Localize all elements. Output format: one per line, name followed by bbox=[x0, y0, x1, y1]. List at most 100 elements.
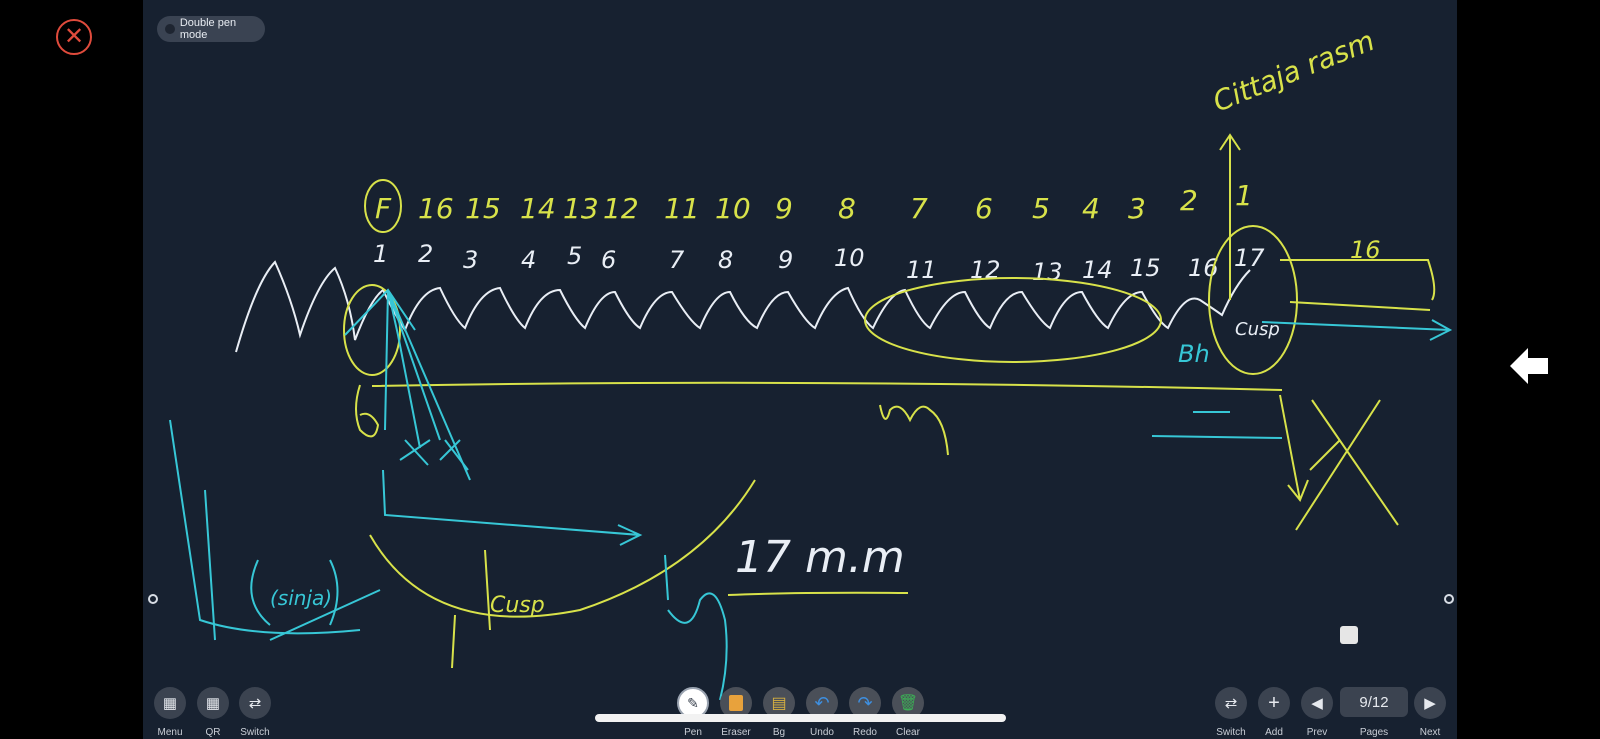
qr-icon: ▦ bbox=[205, 695, 221, 712]
eraser-label: Eraser bbox=[721, 727, 751, 738]
close-button[interactable]: ✕ bbox=[56, 19, 92, 55]
middle-ellipse bbox=[864, 277, 1162, 363]
redo-icon: ↷ bbox=[857, 692, 873, 713]
hw-second-13: 14 bbox=[1082, 256, 1113, 284]
hw-second-1: 2 bbox=[418, 240, 433, 268]
hw-second-12: 13 bbox=[1032, 258, 1063, 286]
hw-second-0: 1 bbox=[373, 240, 388, 268]
cyan-bottom-bracket bbox=[169, 419, 381, 641]
bg-label: Bg bbox=[772, 727, 786, 738]
add-page-button[interactable]: + bbox=[1258, 687, 1290, 719]
right-ellipse bbox=[1208, 225, 1298, 375]
close-icon: ✕ bbox=[63, 23, 85, 50]
switch-label-left: Switch bbox=[240, 727, 270, 738]
bottom-toolbar: ▦ Menu ▦ QR ⇄ Switch ✎ Pen Eraser ▤ Bg ↶… bbox=[143, 680, 1457, 739]
page-indicator[interactable]: 9/12 bbox=[1340, 687, 1408, 717]
hw-top-2: 15 bbox=[465, 192, 501, 225]
hw-second-6: 7 bbox=[669, 246, 685, 274]
measurement-text: 17 m.m bbox=[735, 532, 905, 583]
home-indicator-bar[interactable] bbox=[595, 714, 1006, 722]
second-row-labels: 1 2 3 4 5 6 7 8 9 10 11 12 13 14 15 16 1… bbox=[373, 240, 1265, 286]
undo-button[interactable]: ↶ bbox=[806, 687, 838, 719]
hw-top-13: 4 bbox=[1082, 192, 1100, 225]
pen-icon: ✎ bbox=[687, 694, 699, 711]
cusp-text: Cusp bbox=[490, 593, 545, 618]
menu-icon: ▦ bbox=[162, 695, 178, 712]
cyan-ink bbox=[169, 288, 1453, 701]
stop-icon[interactable] bbox=[1340, 626, 1358, 644]
hw-top-14: 3 bbox=[1128, 192, 1146, 225]
next-page-button[interactable]: ▶ bbox=[1414, 687, 1446, 719]
qr-label: QR bbox=[205, 727, 221, 738]
right-side-handle-icon[interactable] bbox=[1444, 594, 1454, 604]
cyan-note-cusp: Cusp bbox=[1235, 319, 1280, 340]
hw-second-14: 15 bbox=[1130, 254, 1161, 282]
menu-button[interactable]: ▦ bbox=[154, 687, 186, 719]
toggle-indicator-icon bbox=[165, 24, 175, 34]
redo-button[interactable]: ↷ bbox=[849, 687, 881, 719]
prev-icon: ◀ bbox=[1311, 695, 1323, 712]
bg-tool-button[interactable]: ▤ bbox=[763, 687, 795, 719]
double-pen-mode-toggle[interactable]: Double pen mode bbox=[157, 16, 265, 42]
undo-label: Undo bbox=[810, 727, 834, 738]
top-row-numbers bbox=[364, 179, 402, 233]
menu-label: Menu bbox=[157, 727, 183, 738]
hw-top-8: 9 bbox=[775, 192, 793, 225]
prev-label: Prev bbox=[1306, 727, 1328, 738]
vertical-arrow-up bbox=[1219, 133, 1241, 300]
hw-second-4: 5 bbox=[567, 242, 582, 270]
right-label-text: 16 bbox=[1350, 236, 1381, 264]
big-x bbox=[1295, 399, 1399, 531]
bracket-vertical bbox=[451, 549, 491, 669]
switch-icon: ⇄ bbox=[1224, 695, 1238, 712]
trash-icon: 🗑 bbox=[897, 695, 919, 712]
right-arrow-line bbox=[1280, 259, 1436, 301]
hw-top-1: 16 bbox=[418, 192, 454, 225]
cyan-note-sinja: (sinja) bbox=[270, 586, 332, 610]
pages-icon: 9/12 bbox=[1359, 693, 1389, 711]
hw-top-12: 5 bbox=[1032, 192, 1050, 225]
eraser-icon bbox=[729, 695, 743, 711]
hw-top-11: 6 bbox=[975, 192, 993, 225]
cyan-x-marks bbox=[399, 439, 469, 471]
add-label: Add bbox=[1265, 727, 1283, 738]
hw-top-6: 11 bbox=[664, 192, 700, 225]
switch-label-right: Switch bbox=[1216, 727, 1246, 738]
hw-second-10: 11 bbox=[906, 256, 937, 284]
down-arrow bbox=[1279, 394, 1309, 502]
hw-top-3: 14 bbox=[520, 192, 556, 225]
eraser-tool-button[interactable] bbox=[720, 687, 752, 719]
right-line-2 bbox=[1289, 301, 1431, 311]
clear-button[interactable]: 🗑 bbox=[892, 687, 924, 719]
undo-icon: ↶ bbox=[814, 692, 830, 713]
hw-top-4: 13 bbox=[563, 192, 599, 225]
hw-second-3: 4 bbox=[521, 246, 536, 274]
clear-label: Clear bbox=[896, 727, 920, 738]
hw-top-10: 7 bbox=[910, 192, 928, 225]
switch-button-right[interactable]: ⇄ bbox=[1215, 687, 1247, 719]
qr-button[interactable]: ▦ bbox=[197, 687, 229, 719]
next-label: Next bbox=[1419, 727, 1441, 738]
hw-top-9: 8 bbox=[838, 192, 856, 225]
next-icon: ▶ bbox=[1424, 695, 1436, 712]
double-pen-mode-label: Double pen mode bbox=[179, 17, 237, 41]
top-right-note-text: Cittaja rasm bbox=[1208, 24, 1379, 119]
hw-second-9: 10 bbox=[834, 244, 865, 272]
hw-top-0: F bbox=[375, 192, 392, 225]
cyan-peak-lines bbox=[344, 288, 471, 481]
hook-symbol bbox=[355, 384, 380, 438]
back-arrow-icon[interactable] bbox=[1510, 348, 1550, 384]
left-side-handle-icon[interactable] bbox=[148, 594, 158, 604]
switch-button-left[interactable]: ⇄ bbox=[239, 687, 271, 719]
redo-label: Redo bbox=[853, 727, 877, 738]
cyan-note-bh: Bh bbox=[1178, 340, 1210, 368]
pages-label: Pages bbox=[1359, 727, 1389, 738]
measure-underline bbox=[727, 591, 909, 596]
cyan-bottom-squiggle bbox=[664, 554, 728, 701]
prev-page-button[interactable]: ◀ bbox=[1301, 687, 1333, 719]
background-icon: ▤ bbox=[771, 695, 787, 712]
cyan-paren-group bbox=[250, 559, 339, 626]
wavy-text bbox=[879, 404, 949, 456]
hw-second-16: 17 bbox=[1234, 244, 1265, 272]
